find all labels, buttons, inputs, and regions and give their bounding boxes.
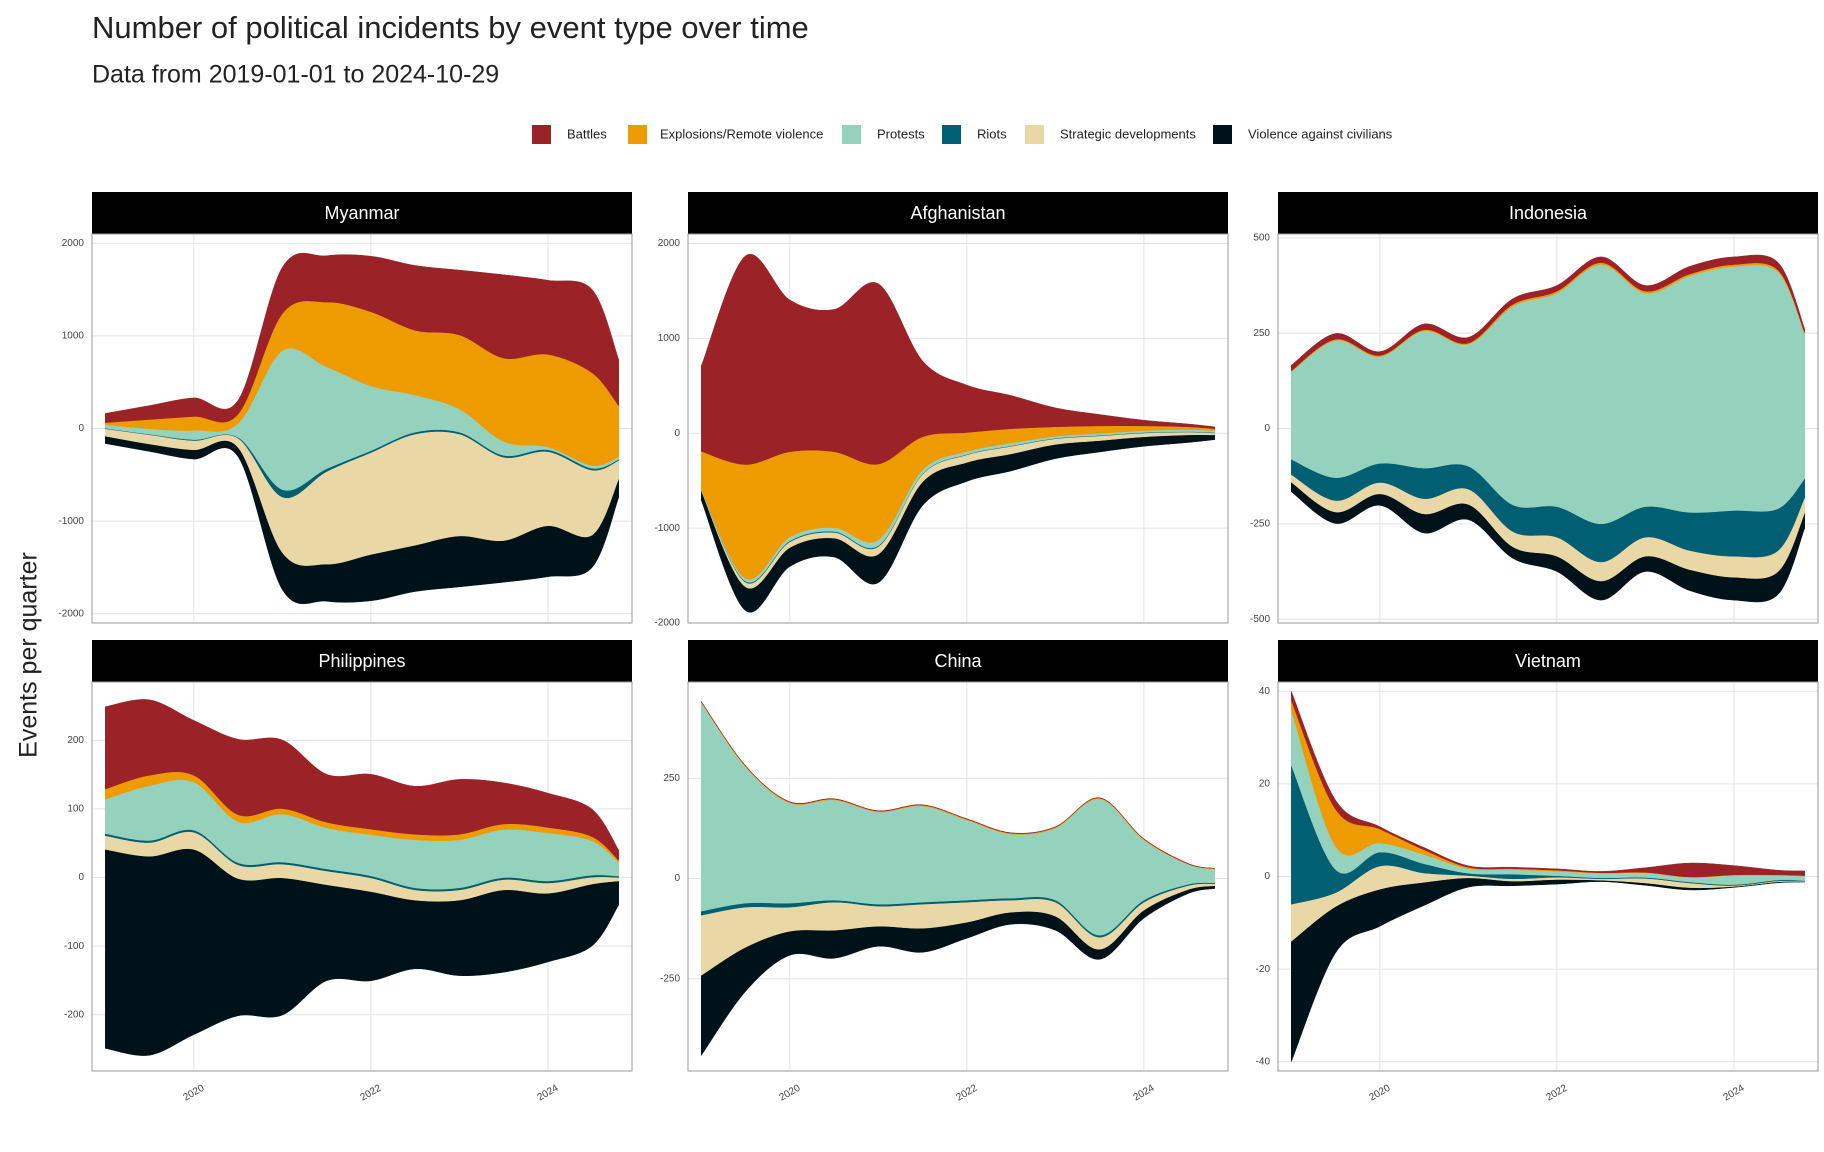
y-tick-label: 250 <box>663 773 680 784</box>
y-tick-label: 2000 <box>62 238 85 249</box>
legend-swatch <box>1025 125 1044 144</box>
legend-swatch <box>532 125 551 144</box>
x-tick-label: 2024 <box>1722 1083 1747 1104</box>
y-tick-label: -500 <box>1250 614 1270 625</box>
panel-strip <box>92 640 632 682</box>
stream-area <box>701 701 1215 936</box>
stream-area <box>701 253 1215 465</box>
panel-title: Afghanistan <box>910 203 1005 223</box>
chart-subtitle: Data from 2019-01-01 to 2024-10-29 <box>92 61 499 89</box>
panel-strip <box>688 640 1228 682</box>
stream-area <box>105 252 619 423</box>
y-tick-label: 200 <box>67 735 84 746</box>
y-tick-label: 1000 <box>658 333 681 344</box>
panel-border <box>91 681 633 1072</box>
y-tick-label: -20 <box>1256 964 1271 975</box>
panel-strip <box>1278 640 1818 682</box>
panel-border <box>91 233 633 624</box>
x-tick-label: 2020 <box>1367 1083 1392 1104</box>
panel-strip <box>1278 192 1818 234</box>
legend-swatch <box>1213 125 1232 144</box>
y-tick-label: -2000 <box>654 618 680 629</box>
y-tick-label: -1000 <box>58 516 84 527</box>
legend-label: Violence against civilians <box>1248 126 1393 141</box>
y-tick-label: 250 <box>1253 328 1270 339</box>
y-tick-label: -250 <box>1250 518 1270 529</box>
panel-border <box>1277 681 1819 1072</box>
y-tick-label: -100 <box>64 941 84 952</box>
y-tick-label: -250 <box>660 973 680 984</box>
stream-area <box>701 700 1215 869</box>
y-tick-label: 0 <box>674 873 680 884</box>
y-tick-label: 0 <box>78 423 84 434</box>
legend-label: Strategic developments <box>1060 126 1196 141</box>
legend-label: Riots <box>977 126 1007 141</box>
legend-swatch <box>628 125 647 144</box>
stream-area <box>1291 691 1805 878</box>
panel-title: China <box>934 651 982 671</box>
y-tick-label: 100 <box>67 804 84 815</box>
x-tick-label: 2022 <box>955 1083 980 1104</box>
x-tick-label: 2022 <box>1545 1083 1570 1104</box>
y-tick-label: 20 <box>1259 779 1271 790</box>
panel-strip <box>92 192 632 234</box>
y-tick-label: 0 <box>674 428 680 439</box>
y-tick-label: -2000 <box>58 608 84 619</box>
legend-swatch <box>942 125 961 144</box>
y-tick-label: -200 <box>64 1009 84 1020</box>
stream-area <box>1291 877 1805 1062</box>
x-tick-label: 2024 <box>1132 1083 1157 1104</box>
panel-strip <box>688 192 1228 234</box>
y-tick-label: 1000 <box>62 331 85 342</box>
y-tick-label: 0 <box>1264 423 1270 434</box>
panel-title: Vietnam <box>1515 651 1581 671</box>
chart-title: Number of political incidents by event t… <box>92 10 809 45</box>
x-tick-label: 2024 <box>536 1083 561 1104</box>
y-tick-label: 0 <box>78 872 84 883</box>
panel-border <box>687 681 1229 1072</box>
y-tick-label: 40 <box>1259 686 1271 697</box>
legend-label: Explosions/Remote violence <box>660 126 823 141</box>
legend-label: Protests <box>877 126 925 141</box>
legend-label: Battles <box>567 126 607 141</box>
x-tick-label: 2020 <box>181 1083 206 1104</box>
panel-title: Philippines <box>318 651 405 671</box>
stream-area <box>1291 254 1805 372</box>
panel-title: Myanmar <box>324 203 399 223</box>
panel-border <box>1277 233 1819 624</box>
panel-title: Indonesia <box>1509 203 1588 223</box>
legend-swatch <box>842 125 861 144</box>
y-axis-title: Events per quarter <box>15 552 43 758</box>
x-tick-label: 2020 <box>777 1083 802 1104</box>
y-tick-label: -40 <box>1256 1056 1271 1067</box>
panel-border <box>687 233 1229 624</box>
stream-area <box>105 699 619 861</box>
y-tick-label: 0 <box>1264 871 1270 882</box>
x-tick-label: 2022 <box>359 1083 384 1104</box>
y-tick-label: 2000 <box>658 238 681 249</box>
y-tick-label: 500 <box>1253 232 1270 243</box>
y-tick-label: -1000 <box>654 523 680 534</box>
